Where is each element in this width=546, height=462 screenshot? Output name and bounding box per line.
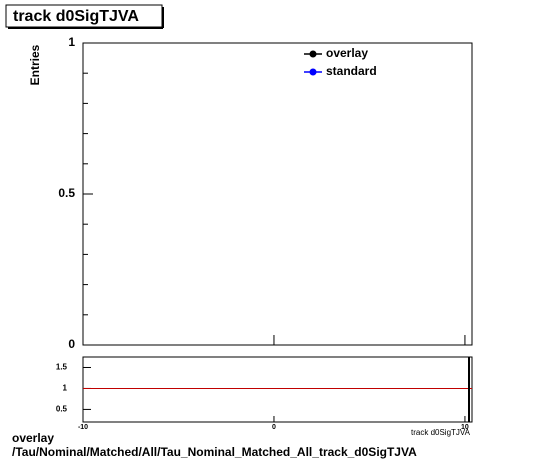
x-tick-label: -10	[78, 424, 88, 431]
y-tick-label: 0	[68, 337, 75, 351]
y-axis-label: Entries	[28, 44, 42, 85]
y-tick-label: 1.5	[56, 363, 68, 372]
legend-label: overlay	[326, 46, 368, 60]
y-tick-label: 0.5	[58, 186, 75, 200]
footer-label: overlay	[12, 431, 54, 445]
x-tick-label: 10	[461, 424, 469, 431]
y-tick-label: 1	[68, 35, 75, 49]
ratio-frame	[82, 356, 473, 423]
x-tick-label: 0	[272, 424, 276, 431]
y-tick-label: 0.5	[56, 405, 68, 414]
chart-title: track d0SigTJVA	[13, 8, 139, 25]
plot-frame	[82, 42, 473, 346]
y-tick-label: 1	[63, 384, 68, 393]
legend-marker	[309, 50, 317, 58]
legend-label: standard	[326, 64, 377, 78]
legend-marker	[309, 68, 317, 76]
footer-path: /Tau/Nominal/Matched/All/Tau_Nominal_Mat…	[12, 445, 417, 459]
x-axis-label: track d0SigTJVA	[411, 428, 471, 437]
